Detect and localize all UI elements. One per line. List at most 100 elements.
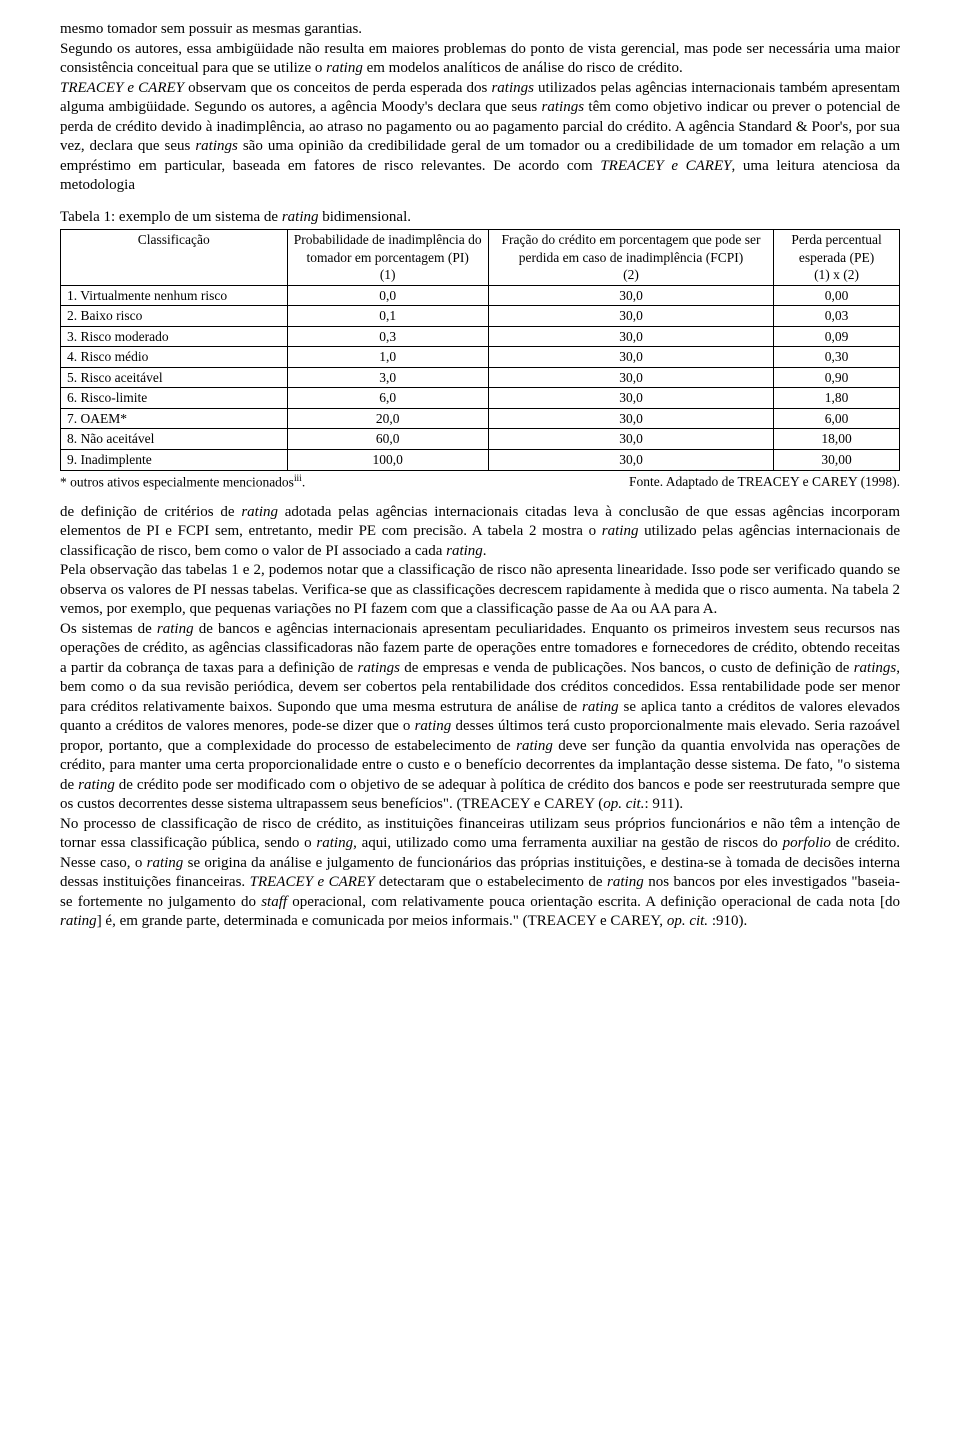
text: . (483, 543, 487, 559)
table-row: 3. Risco moderado0,330,00,09 (61, 326, 900, 347)
text: ] é, em grande parte, determinada e comu… (97, 913, 667, 929)
cell-pe: 1,80 (774, 388, 900, 409)
italic-term: ratings (491, 80, 534, 96)
text: de crédito pode ser modificado com o obj… (60, 777, 900, 813)
text: mesmo tomador sem possuir as mesmas gara… (60, 21, 362, 37)
italic-term: rating (446, 543, 483, 559)
cell-pe: 0,90 (774, 367, 900, 388)
cell-class: 6. Risco-limite (61, 388, 288, 409)
table-row: 1. Virtualmente nenhum risco0,030,00,00 (61, 285, 900, 306)
col-header-pi: Probabilidade de inadimplência do tomado… (287, 230, 488, 286)
text: operacional, com relativamente pouca ori… (287, 894, 900, 910)
author-citation: TREACEY e CAREY (60, 80, 184, 96)
text: , aqui, utilizado como uma ferramenta au… (353, 835, 783, 851)
table-row: 7. OAEM*20,030,06,00 (61, 408, 900, 429)
cell-fcpi: 30,0 (488, 306, 773, 327)
cell-fcpi: 30,0 (488, 429, 773, 450)
footnote-end: . (302, 474, 305, 489)
text: de empresas e venda de publicações. Nos … (400, 660, 854, 676)
italic-term: rating (326, 60, 363, 76)
italic-term: rating (147, 855, 184, 871)
cell-class: 1. Virtualmente nenhum risco (61, 285, 288, 306)
cell-pi: 60,0 (287, 429, 488, 450)
table-row: 8. Não aceitável60,030,018,00 (61, 429, 900, 450)
cell-class: 9. Inadimplente (61, 450, 288, 471)
cell-class: 3. Risco moderado (61, 326, 288, 347)
cell-fcpi: 30,0 (488, 347, 773, 368)
header-sub: (1) (380, 267, 396, 282)
col-header-class: Classificação (61, 230, 288, 286)
italic-term: ratings (542, 99, 585, 115)
italic-term: ratings (854, 660, 897, 676)
author-citation: TREACEY e CAREY (600, 158, 731, 174)
cell-pi: 0,3 (287, 326, 488, 347)
header-text: Probabilidade de inadimplência do tomado… (294, 232, 482, 265)
col-header-pe: Perda percentual esperada (PE) (1) x (2) (774, 230, 900, 286)
cell-pi: 1,0 (287, 347, 488, 368)
italic-term: ratings (195, 138, 238, 154)
table-caption: Tabela 1: exemplo de um sistema de ratin… (60, 208, 900, 228)
paragraph-text: Pela observação das tabelas 1 e 2, podem… (60, 561, 900, 620)
italic-term: rating (78, 777, 115, 793)
cell-pi: 100,0 (287, 450, 488, 471)
italic-term: rating (316, 835, 353, 851)
cell-class: 8. Não aceitável (61, 429, 288, 450)
table-row: 6. Risco-limite6,030,01,80 (61, 388, 900, 409)
caption-text: Tabela 1: exemplo de um sistema de (60, 209, 282, 225)
paragraph-text: Segundo os autores, essa ambigüidade não… (60, 40, 900, 79)
footnote-sup: iii (294, 474, 302, 484)
italic-term: rating (602, 523, 639, 539)
cell-fcpi: 30,0 (488, 450, 773, 471)
italic-term: staff (261, 894, 287, 910)
cell-pi: 3,0 (287, 367, 488, 388)
cell-pe: 0,00 (774, 285, 900, 306)
italic-term: porfolio (783, 835, 831, 851)
cell-fcpi: 30,0 (488, 408, 773, 429)
cell-fcpi: 30,0 (488, 367, 773, 388)
cell-class: 5. Risco aceitável (61, 367, 288, 388)
text: : 911). (644, 796, 683, 812)
paragraph-text: No processo de classificação de risco de… (60, 815, 900, 932)
header-text: Perda percentual esperada (PE) (791, 232, 881, 265)
paragraph-text: Os sistemas de rating de bancos e agênci… (60, 620, 900, 815)
table-row: 9. Inadimplente100,030,030,00 (61, 450, 900, 471)
table-header-row: Classificação Probabilidade de inadimplê… (61, 230, 900, 286)
text: em modelos analíticos de análise do risc… (363, 60, 683, 76)
footnote-right: Fonte. Adaptado de TREACEY e CAREY (1998… (629, 473, 900, 491)
text: Pela observação das tabelas 1 e 2, podem… (60, 562, 900, 617)
col-header-fcpi: Fração do crédito em porcentagem que pod… (488, 230, 773, 286)
text: Os sistemas de (60, 621, 157, 637)
cell-class: 7. OAEM* (61, 408, 288, 429)
paragraph-text: TREACEY e CAREY observam que os conceito… (60, 79, 900, 196)
table-row: 4. Risco médio1,030,00,30 (61, 347, 900, 368)
italic-term: rating (582, 699, 619, 715)
text: observam que os conceitos de perda esper… (184, 80, 491, 96)
caption-text: bidimensional. (319, 209, 412, 225)
cell-pe: 18,00 (774, 429, 900, 450)
header-text: Fração do crédito em porcentagem que pod… (501, 232, 760, 265)
cell-pe: 0,09 (774, 326, 900, 347)
header-sub: (2) (623, 267, 639, 282)
cell-pe: 6,00 (774, 408, 900, 429)
italic-term: rating (607, 874, 644, 890)
header-sub: (1) x (2) (814, 267, 859, 282)
italic-term: op. cit. (667, 913, 708, 929)
cell-pe: 30,00 (774, 450, 900, 471)
italic-term: rating (157, 621, 194, 637)
paragraph-text: de definição de critérios de rating adot… (60, 503, 900, 562)
text: :910). (708, 913, 747, 929)
table-footer: * outros ativos especialmente mencionado… (60, 473, 900, 491)
italic-term: op. cit. (603, 796, 644, 812)
cell-class: 2. Baixo risco (61, 306, 288, 327)
rating-table: Classificação Probabilidade de inadimplê… (60, 229, 900, 471)
cell-fcpi: 30,0 (488, 326, 773, 347)
cell-pi: 0,0 (287, 285, 488, 306)
text: detectaram que o estabelecimento de (374, 874, 607, 890)
cell-pi: 20,0 (287, 408, 488, 429)
cell-pe: 0,03 (774, 306, 900, 327)
italic-term: rating (415, 718, 452, 734)
cell-class: 4. Risco médio (61, 347, 288, 368)
italic-term: ratings (357, 660, 400, 676)
author-citation: TREACEY e CAREY (250, 874, 375, 890)
cell-pe: 0,30 (774, 347, 900, 368)
